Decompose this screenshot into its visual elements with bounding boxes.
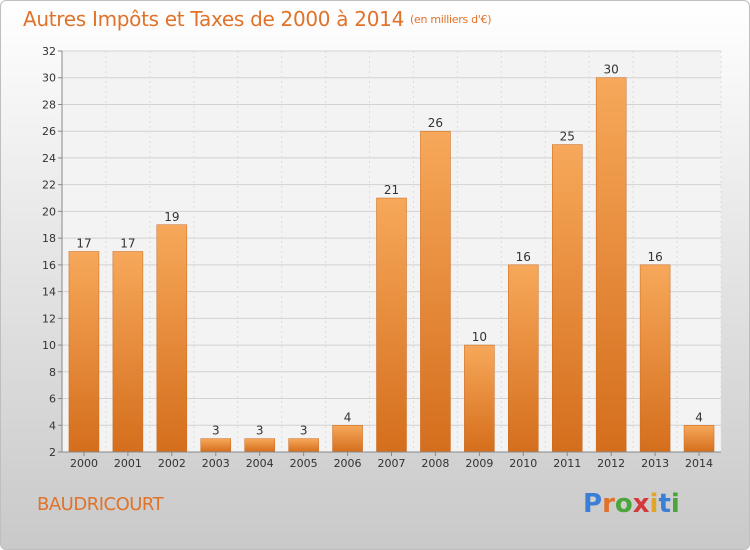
x-tick-labels: 2000 2001 2002 2003 2004 2005 2006 2007 2008 2009… — [70, 457, 713, 470]
bar-2000 — [68, 251, 100, 453]
logo-letter: r — [602, 489, 615, 519]
x-tick-label: 2003 — [202, 457, 230, 470]
bar-2005 — [288, 438, 319, 453]
logo-letter: P — [583, 489, 603, 519]
logo-letter: i — [670, 489, 680, 519]
bar-2001 — [112, 251, 144, 453]
data-labels: 17 17 19 3 3 3 4 21 26 10 16 25 30 16 4 — [76, 63, 703, 438]
x-tick-label: 2014 — [685, 457, 713, 470]
y-tick-label: 24 — [42, 152, 56, 165]
x-tick-label: 2005 — [290, 457, 318, 470]
data-label: 4 — [695, 410, 703, 424]
x-tick-label: 2008 — [421, 457, 449, 470]
bar-2009 — [464, 344, 495, 453]
x-tick-label: 2006 — [334, 457, 362, 470]
y-tick-label: 32 — [42, 45, 56, 58]
chart-unit: (en milliers d'€) — [410, 13, 492, 26]
x-tick-label: 2010 — [509, 457, 537, 470]
y-tick-label: 28 — [42, 98, 56, 111]
y-tick-label: 2 — [49, 446, 56, 459]
y-tick-label: 6 — [49, 393, 56, 406]
data-label: 3 — [256, 424, 264, 438]
bar-2008 — [420, 130, 451, 453]
bar-2003 — [200, 438, 232, 453]
x-tick-label: 2009 — [465, 457, 493, 470]
bar-2006 — [332, 425, 363, 453]
bar-2004 — [244, 438, 275, 453]
y-tick-label: 26 — [42, 125, 56, 138]
x-tick-label: 2004 — [246, 457, 274, 470]
proxiti-logo: Proxiti — [583, 489, 680, 519]
logo-letter: x — [632, 489, 650, 519]
y-tick-label: 8 — [49, 366, 56, 379]
data-label: 17 — [120, 237, 135, 251]
bar-2014 — [683, 425, 715, 453]
data-label: 16 — [647, 250, 662, 264]
bars — [68, 77, 715, 453]
place-name: BAUDRICOURT — [37, 494, 164, 515]
y-tick-label: 14 — [42, 286, 56, 299]
x-tick-label: 2007 — [378, 457, 406, 470]
bar-2007 — [376, 197, 407, 453]
data-label: 21 — [384, 183, 399, 197]
x-tick-label: 2002 — [158, 457, 186, 470]
data-label: 3 — [212, 424, 220, 438]
y-tick-label: 12 — [42, 312, 56, 325]
axes — [61, 51, 721, 456]
data-label: 17 — [76, 237, 91, 251]
data-label: 3 — [300, 424, 308, 438]
data-label: 30 — [604, 63, 619, 77]
chart-title-text: Autres Impôts et Taxes de 2000 à 2014 — [23, 7, 404, 31]
logo-letter: t — [658, 489, 671, 519]
y-tick-label: 20 — [42, 205, 56, 218]
x-tick-label: 2013 — [641, 457, 669, 470]
bar-2011 — [551, 144, 583, 453]
y-tick-label: 30 — [42, 72, 56, 85]
chart-title: Autres Impôts et Taxes de 2000 à 2014 (en… — [23, 7, 491, 31]
logo-letter: o — [614, 489, 633, 519]
y-tick-label: 16 — [42, 259, 56, 272]
data-label: 4 — [344, 410, 352, 424]
y-tick-label: 4 — [49, 419, 56, 432]
data-label: 19 — [164, 210, 179, 224]
data-label: 26 — [428, 116, 443, 130]
x-tick-label: 2001 — [114, 457, 142, 470]
x-tick-label: 2012 — [597, 457, 625, 470]
x-tick-label: 2000 — [70, 457, 98, 470]
logo-letter: i — [649, 489, 659, 519]
y-tick-label: 18 — [42, 232, 56, 245]
bar-2013 — [639, 264, 671, 453]
y-tick-label: 10 — [42, 339, 56, 352]
bar-2012 — [595, 77, 627, 453]
bar-2002 — [156, 224, 188, 453]
data-label: 25 — [560, 130, 575, 144]
data-label: 16 — [516, 250, 531, 264]
bar-2010 — [508, 264, 539, 453]
x-tick-label: 2011 — [553, 457, 581, 470]
y-tick-label: 22 — [42, 179, 56, 192]
data-label: 10 — [472, 330, 487, 344]
